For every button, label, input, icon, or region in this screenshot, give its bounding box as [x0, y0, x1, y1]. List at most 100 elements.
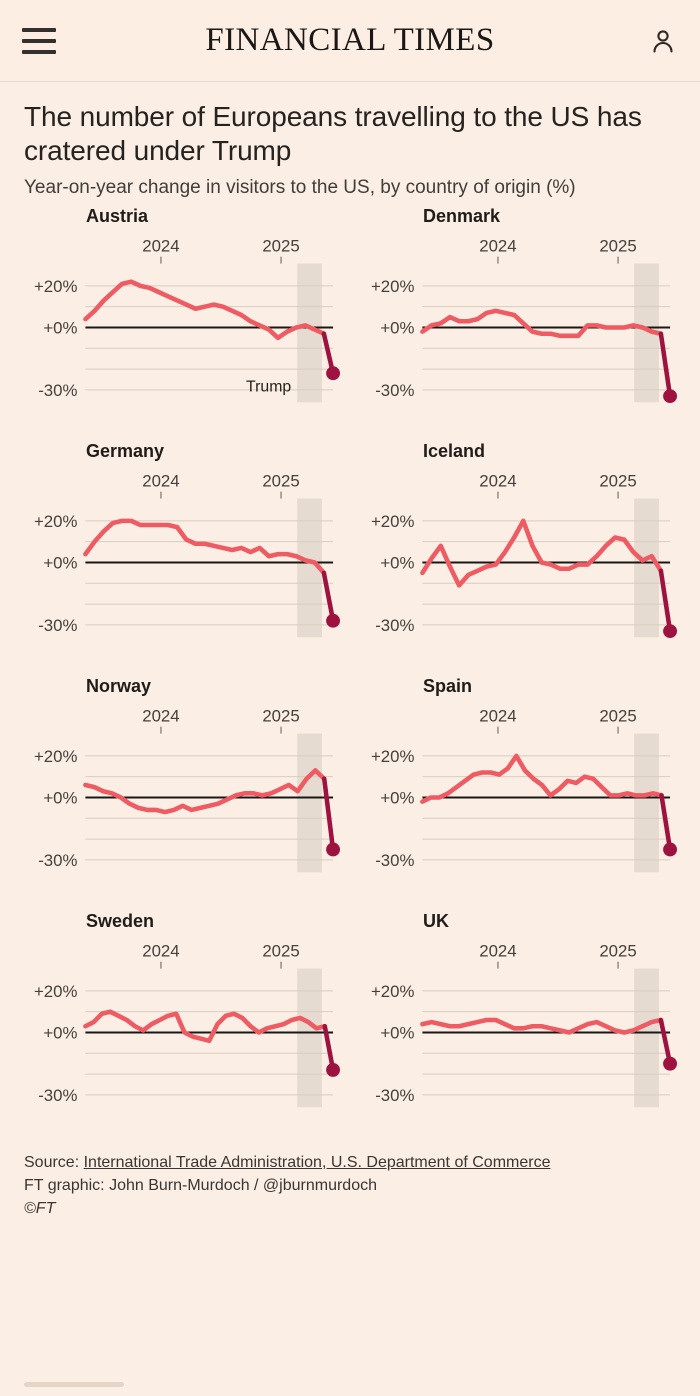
panel-title: Sweden — [86, 911, 155, 931]
site-header: FINANCIAL TIMES — [0, 0, 700, 82]
y-axis-tick-label: +20% — [34, 277, 78, 296]
y-axis-tick-label: +0% — [380, 553, 414, 572]
trump-annotation-label: Trump — [246, 378, 291, 395]
panel-title: UK — [423, 911, 449, 931]
x-axis-year-label: 2025 — [262, 236, 299, 255]
series-line — [420, 1017, 664, 1035]
y-axis-tick-label: +20% — [371, 512, 415, 531]
chart-panel-germany: Germany +20% +0% -30% 2024 2025 — [24, 441, 340, 677]
chart-panel-austria: Austria +20% +0% -30% 2024 2025 Trump — [24, 206, 340, 442]
trump-period-band — [634, 733, 659, 873]
y-axis-tick-label: -30% — [375, 851, 414, 870]
y-axis-tick-label: -30% — [375, 381, 414, 400]
x-axis-year-label: 2024 — [479, 941, 516, 960]
y-axis-tick-label: -30% — [38, 1086, 77, 1105]
series-line-trump-period — [322, 1023, 336, 1072]
trump-period-band — [297, 733, 322, 873]
trump-period-band — [297, 968, 322, 1108]
panel-title: Spain — [423, 676, 473, 696]
panel-title: Iceland — [423, 441, 486, 461]
series-line-trump-period — [658, 331, 673, 399]
y-axis-tick-label: -30% — [38, 381, 77, 400]
latest-value-dot — [326, 842, 340, 857]
x-axis-year-label: 2024 — [479, 236, 516, 255]
y-axis-tick-label: +0% — [380, 788, 414, 807]
account-person-icon[interactable] — [648, 26, 678, 56]
series-line — [83, 1009, 328, 1043]
x-axis-year-label: 2025 — [262, 471, 299, 490]
page-title: The number of Europeans travelling to th… — [24, 101, 642, 167]
y-axis-tick-label: +0% — [43, 318, 77, 337]
x-axis-year-label: 2025 — [262, 706, 299, 725]
x-axis-year-label: 2024 — [479, 471, 516, 490]
chart-plot: +20% +0% -30% 2024 2025 — [371, 236, 677, 403]
hamburger-menu-icon[interactable] — [22, 27, 56, 54]
latest-value-dot — [326, 366, 340, 380]
y-axis-tick-label: +20% — [371, 277, 415, 296]
chart-panel-spain: Spain +20% +0% -30% 2024 2025 — [361, 676, 677, 912]
series-line-trump-period — [321, 776, 336, 852]
hamburger-bar — [22, 38, 56, 43]
series-line-trump-period — [659, 792, 673, 852]
series-line — [83, 767, 327, 815]
latest-value-dot — [326, 613, 340, 628]
x-axis-year-label: 2025 — [599, 236, 636, 255]
chart-subtitle: Year-on-year change in visitors to the U… — [24, 177, 576, 199]
x-axis-year-label: 2024 — [142, 941, 179, 960]
y-axis-tick-label: +0% — [43, 1023, 77, 1042]
panel-title: Denmark — [423, 206, 501, 226]
source-prefix: Source: — [24, 1154, 84, 1171]
x-axis-year-label: 2024 — [142, 236, 179, 255]
article-body: The number of Europeans travelling to th… — [0, 82, 700, 1147]
chart-plot: +20% +0% -30% 2024 2025 — [34, 706, 340, 873]
panel-title: Germany — [86, 441, 165, 461]
graphic-credit: FT graphic: John Burn-Murdoch / @jburnmu… — [24, 1177, 377, 1195]
latest-value-dot — [663, 623, 677, 638]
chart-panel-denmark: Denmark +20% +0% -30% 2024 2025 — [361, 206, 677, 442]
chart-panel-uk: UK +20% +0% -30% 2024 2025 — [361, 911, 677, 1147]
home-indicator-bar — [24, 1382, 124, 1387]
source-line: Source: International Trade Administrati… — [24, 1151, 676, 1174]
x-axis-year-label: 2025 — [262, 941, 299, 960]
x-axis-year-label: 2024 — [142, 706, 179, 725]
y-axis-tick-label: +20% — [34, 982, 78, 1001]
y-axis-tick-label: +20% — [371, 982, 415, 1001]
y-axis-tick-label: -30% — [375, 1086, 414, 1105]
y-axis-tick-label: +0% — [380, 1023, 414, 1042]
chart-panel-iceland: Iceland +20% +0% -30% 2024 2025 — [361, 441, 677, 677]
panel-title: Austria — [86, 206, 149, 226]
trump-period-band — [634, 498, 659, 638]
series-line-trump-period — [658, 568, 673, 634]
series-line-trump-period — [321, 570, 336, 623]
latest-value-dot — [663, 388, 677, 403]
y-axis-tick-label: -30% — [38, 851, 77, 870]
y-axis-tick-label: +0% — [380, 318, 414, 337]
series-line — [83, 279, 327, 340]
copyright-notice: ©FT — [24, 1200, 56, 1218]
series-line — [83, 518, 327, 575]
chart-plot: +20% +0% -30% 2024 2025 — [34, 471, 340, 638]
x-axis-year-label: 2024 — [142, 471, 179, 490]
chart-panel-norway: Norway +20% +0% -30% 2024 2025 — [24, 676, 340, 912]
latest-value-dot — [663, 842, 677, 857]
y-axis-tick-label: -30% — [38, 616, 77, 635]
hamburger-bar — [22, 27, 56, 32]
chart-panel-sweden: Sweden +20% +0% -30% 2024 2025 — [24, 911, 340, 1147]
ft-masthead-title: FINANCIAL TIMES — [205, 22, 495, 58]
latest-value-dot — [663, 1056, 677, 1071]
y-axis-tick-label: +0% — [43, 553, 77, 572]
small-multiples-grid: Austria +20% +0% -30% 2024 2025 Trump Denmark +2… — [24, 206, 677, 1147]
y-axis-tick-label: +0% — [43, 788, 77, 807]
x-axis-year-label: 2024 — [479, 706, 516, 725]
y-axis-tick-label: +20% — [371, 747, 415, 766]
trump-period-band — [634, 968, 659, 1108]
source-link[interactable]: International Trade Administration, U.S.… — [83, 1154, 551, 1171]
series-line — [420, 518, 664, 588]
x-axis-year-label: 2025 — [599, 471, 636, 490]
latest-value-dot — [326, 1062, 340, 1077]
panel-title: Norway — [86, 676, 152, 696]
chart-footer: Source: International Trade Administrati… — [0, 1147, 700, 1221]
chart-plot: +20% +0% -30% 2024 2025 — [371, 471, 677, 638]
chart-plot: +20% +0% -30% 2024 2025 Trump — [34, 236, 340, 403]
y-axis-tick-label: +20% — [34, 747, 78, 766]
